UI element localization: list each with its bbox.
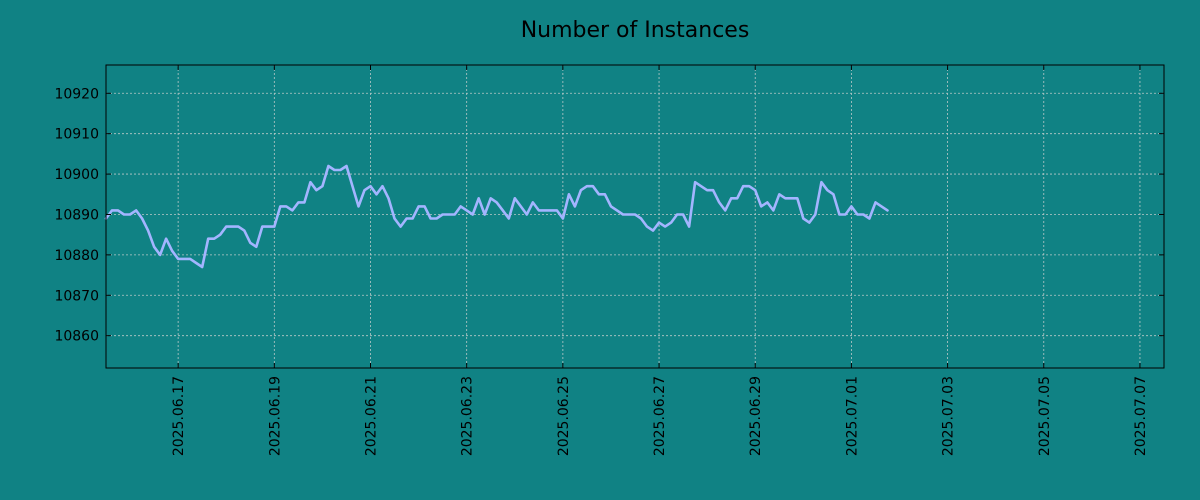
x-axis: 2025.06.17 2025.06.19 2025.06.21 2025.06.23… [171, 65, 1149, 456]
x-tick-label: 2025.07.07 [1133, 376, 1149, 456]
series-layer [104, 164, 889, 269]
y-tick-label: 10910 [54, 127, 99, 143]
x-tick-label: 2025.07.03 [941, 376, 957, 456]
plot-frame [105, 64, 1165, 369]
x-tick-label: 2025.06.25 [556, 376, 572, 456]
x-tick-label: 2025.07.05 [1037, 376, 1053, 456]
y-tick-label: 10880 [54, 248, 99, 264]
y-tick-label: 10870 [54, 288, 99, 304]
y-tick-label: 10890 [54, 207, 99, 223]
y-axis: 10860 10870 10880 10890 10900 10910 10920 [54, 86, 1164, 345]
x-tick-label: 2025.06.27 [652, 376, 668, 456]
x-tick-label: 2025.06.29 [748, 376, 764, 456]
x-tick-label: 2025.06.21 [364, 376, 380, 456]
x-tick-label: 2025.06.23 [460, 376, 476, 456]
y-tick-label: 10860 [54, 329, 99, 345]
y-tick-label: 10900 [54, 167, 99, 183]
y-tick-label: 10920 [54, 86, 99, 102]
chart-title: Number of Instances [521, 18, 750, 43]
series-line [104, 164, 889, 269]
x-tick-label: 2025.06.17 [171, 376, 187, 456]
x-tick-label: 2025.06.19 [267, 376, 283, 456]
x-tick-label: 2025.07.01 [844, 376, 860, 456]
grid [106, 65, 1164, 368]
